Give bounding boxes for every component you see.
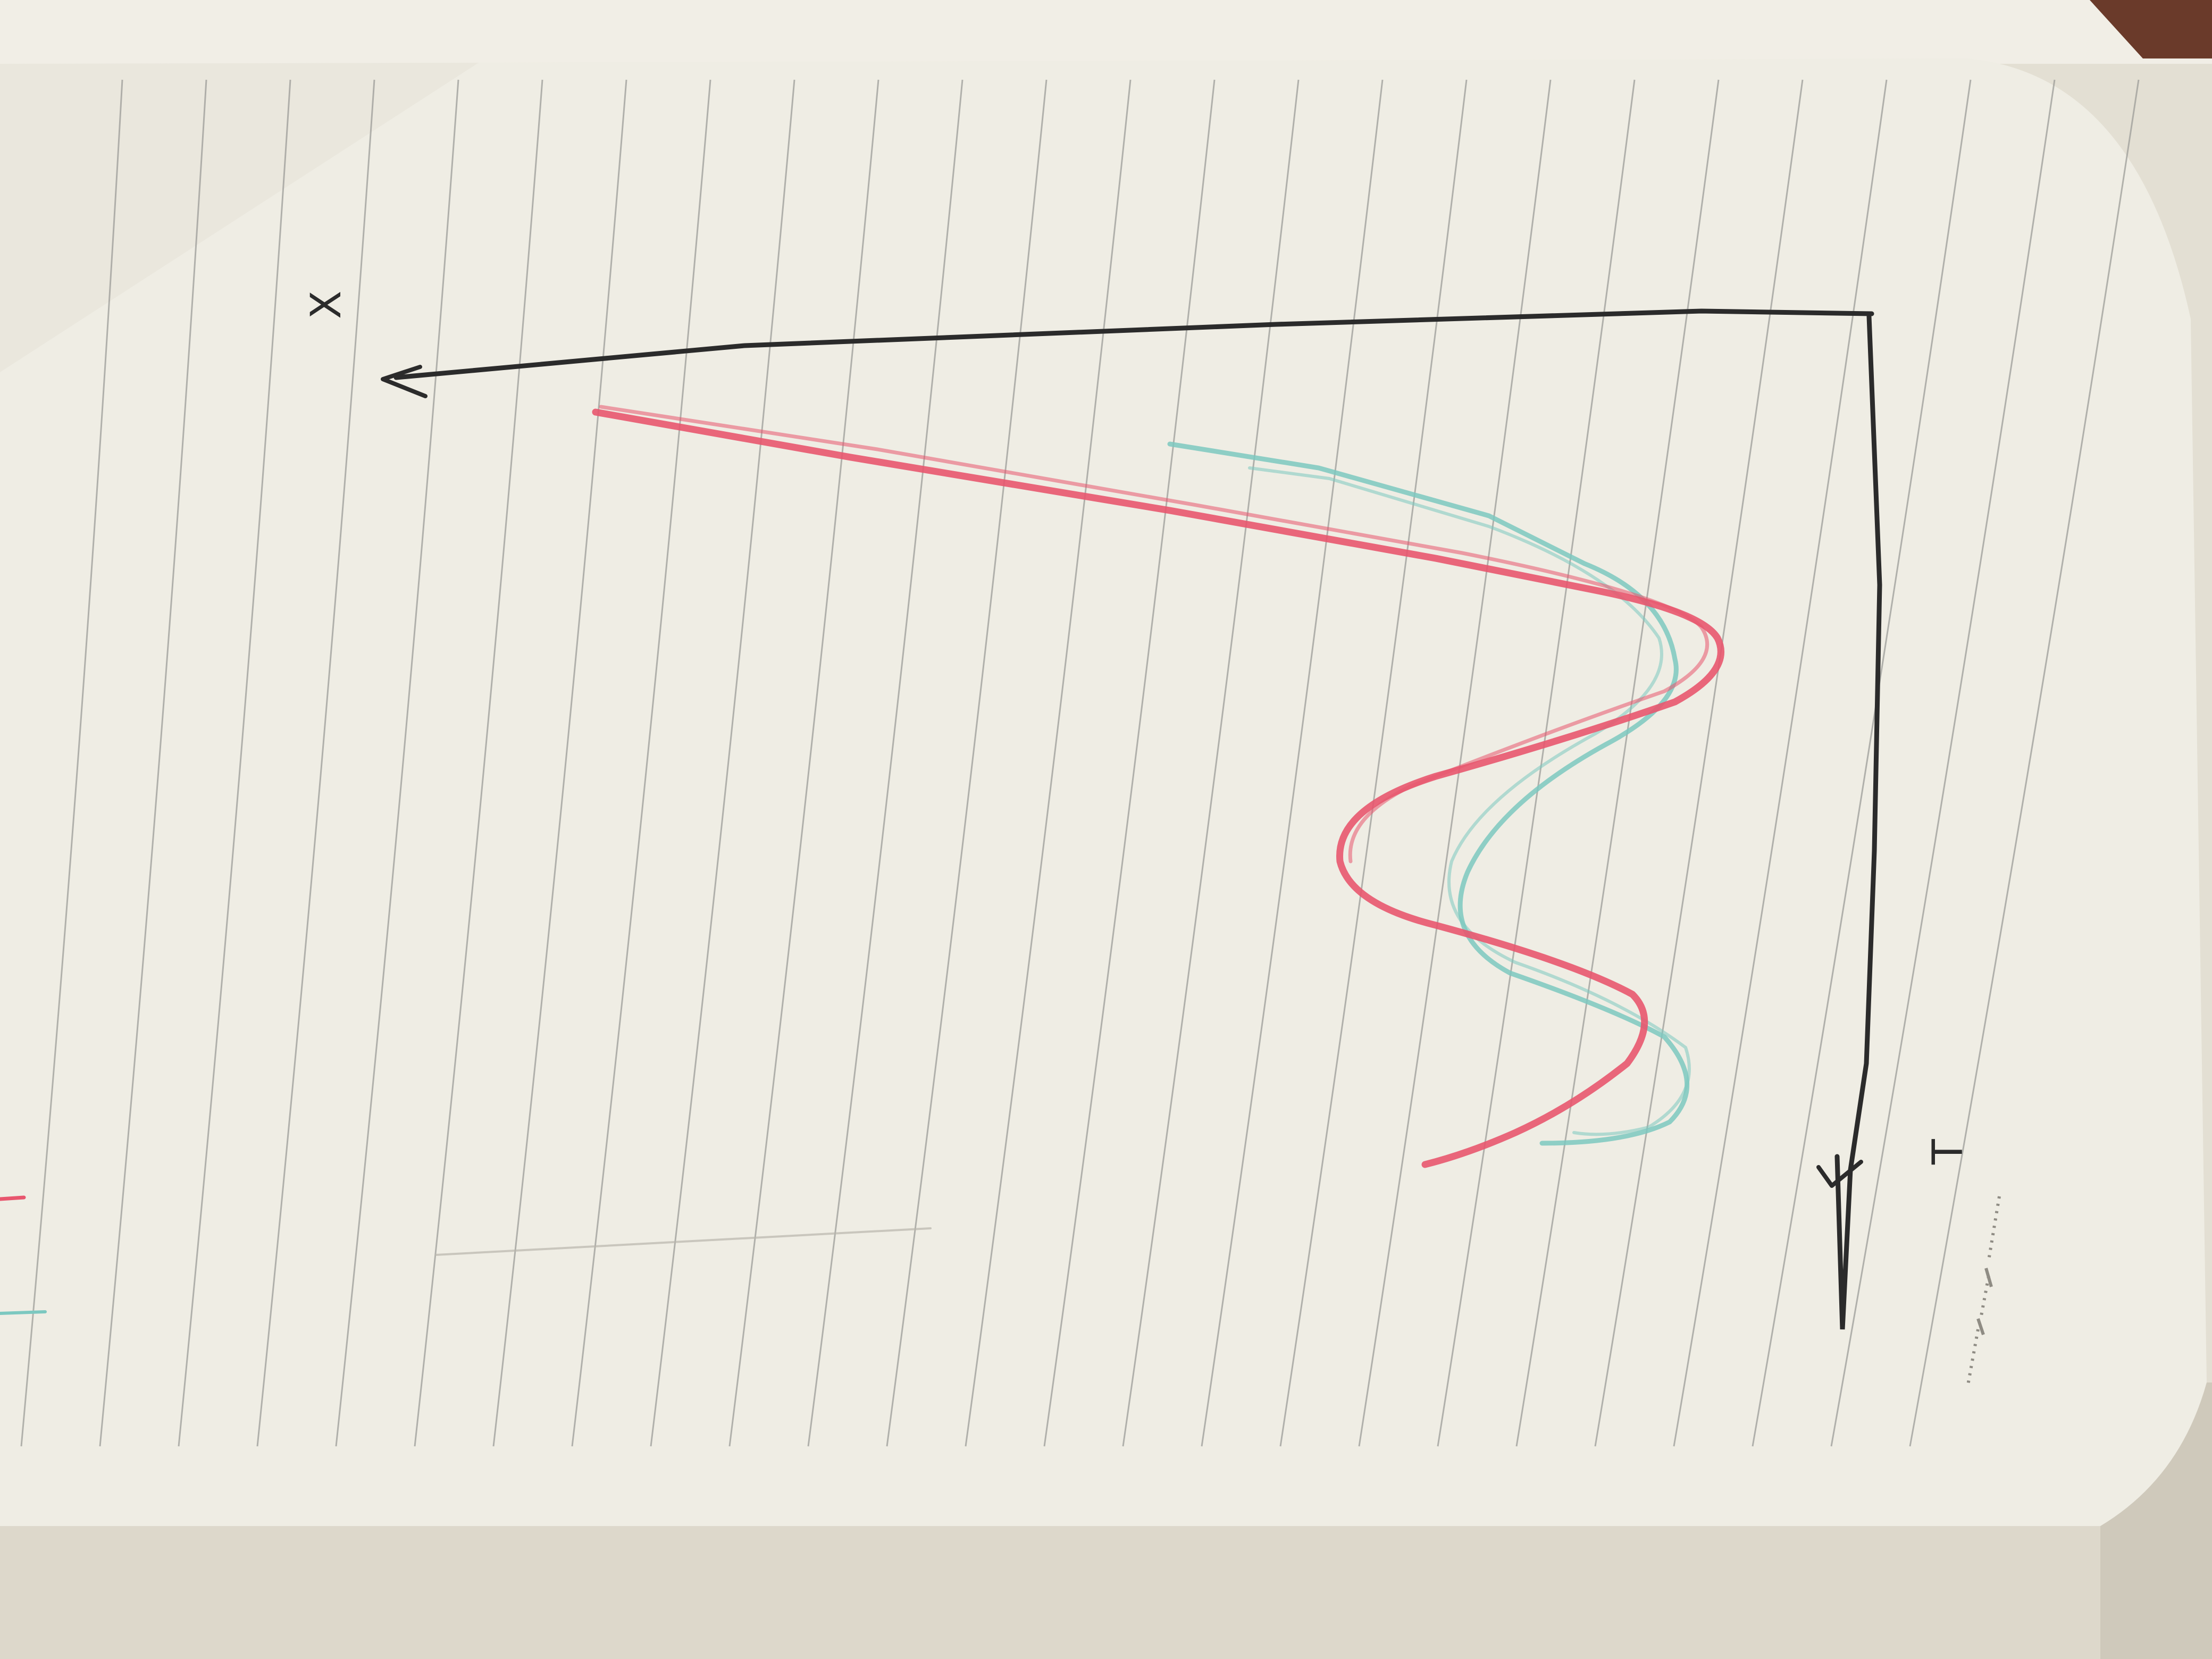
ruled-line bbox=[571, 79, 711, 1447]
notebook-page bbox=[0, 58, 2207, 1526]
ruled-line bbox=[1122, 79, 1300, 1447]
t-axis-label: T bbox=[1924, 1139, 1972, 1165]
ruled-line bbox=[728, 79, 879, 1447]
teal-curve bbox=[1167, 441, 1690, 1146]
ruled-line bbox=[414, 79, 543, 1447]
ruled-line bbox=[1594, 79, 1804, 1447]
red-stray-mark bbox=[0, 1195, 26, 1201]
ruled-line bbox=[965, 79, 1132, 1447]
x-axis-line bbox=[393, 308, 1874, 380]
red-curve bbox=[592, 408, 1724, 1168]
ruled-line bbox=[1909, 79, 2140, 1447]
faint-pencil-line bbox=[435, 1227, 932, 1256]
ruled-line bbox=[1437, 79, 1636, 1447]
t-axis-arrowhead bbox=[1816, 1160, 1863, 1188]
fabric-corner bbox=[2090, 0, 2212, 58]
date-field-separators bbox=[1976, 1268, 1993, 1335]
ruled-line bbox=[1358, 79, 1552, 1447]
ruled-line bbox=[886, 79, 1048, 1447]
date-field bbox=[1966, 1196, 2001, 1388]
ruled-line bbox=[1515, 79, 1720, 1447]
ruled-line bbox=[99, 79, 207, 1447]
ruled-line bbox=[1752, 79, 1972, 1447]
ruled-line bbox=[20, 79, 123, 1447]
ruled-line bbox=[256, 79, 375, 1447]
teal-stray-mark bbox=[0, 1310, 47, 1315]
t-axis-line bbox=[1834, 314, 1882, 1330]
teal-curve-second-stroke bbox=[1248, 466, 1691, 1136]
ruled-line bbox=[807, 79, 963, 1447]
ruled-line bbox=[650, 79, 795, 1447]
ruled-line bbox=[1673, 79, 1888, 1447]
ruled-line bbox=[178, 79, 291, 1447]
red-curve-second-stroke bbox=[599, 405, 1710, 864]
x-axis-label: X bbox=[303, 291, 350, 319]
x-axis-arrowhead bbox=[381, 365, 428, 398]
ruled-line bbox=[1201, 79, 1384, 1447]
ruled-line bbox=[1043, 79, 1216, 1447]
ruled-line bbox=[335, 79, 459, 1447]
top-page-edge bbox=[0, 0, 2212, 64]
ruled-line bbox=[1279, 79, 1468, 1447]
ruled-line bbox=[1830, 79, 2056, 1447]
ruled-line bbox=[492, 79, 627, 1447]
ruled-lines bbox=[20, 79, 2140, 1447]
page-stack-bottom bbox=[0, 1526, 2159, 1659]
